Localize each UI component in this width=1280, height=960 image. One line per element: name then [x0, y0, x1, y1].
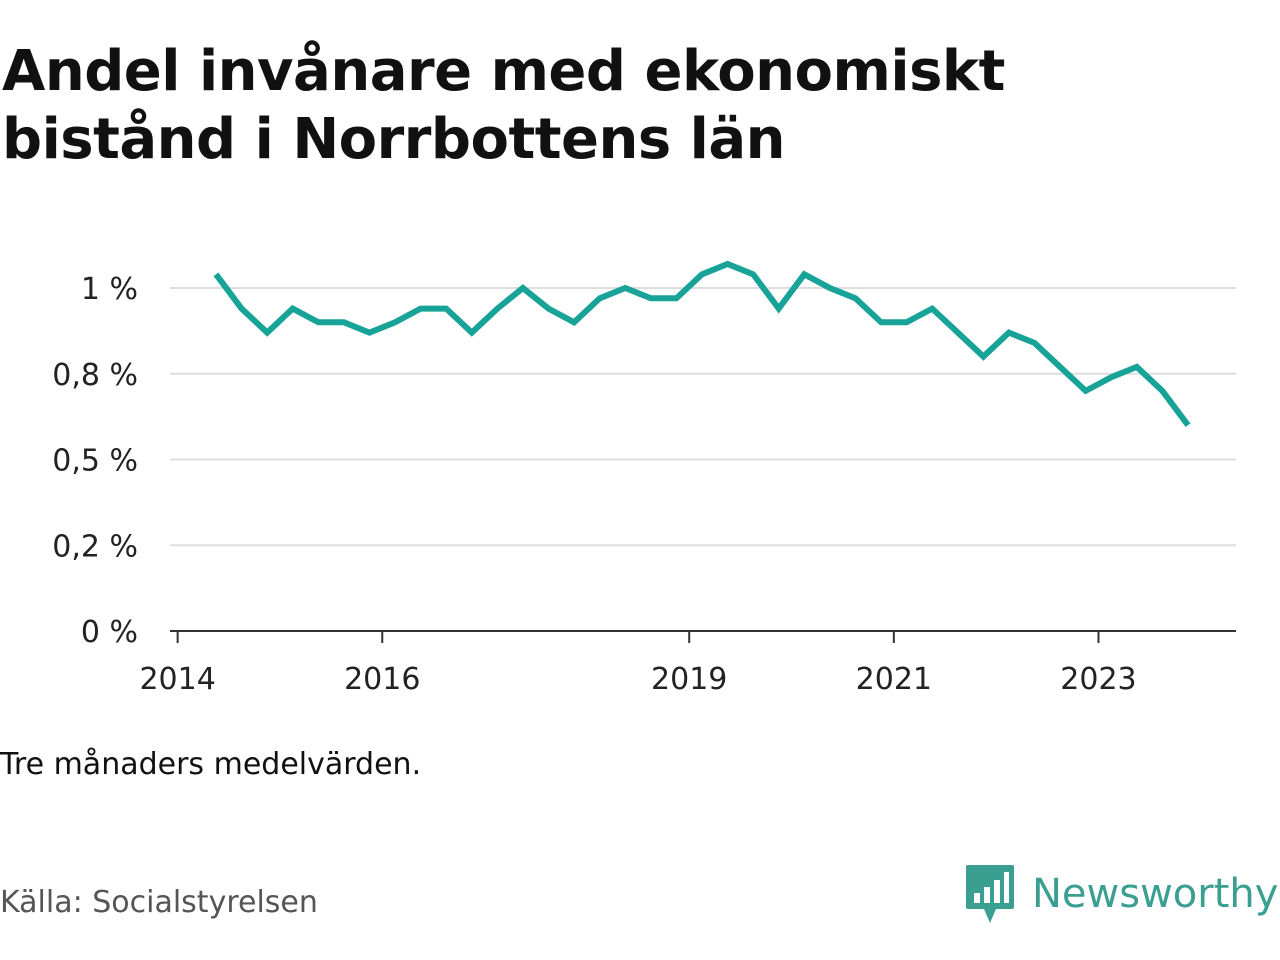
y-tick-label: 0 %: [81, 615, 138, 650]
x-tick-label: 2021: [856, 662, 932, 697]
y-tick-label: 0,8 %: [52, 358, 138, 393]
x-axis: [170, 630, 1236, 643]
x-tick-label: 2023: [1060, 662, 1136, 697]
y-tick-label: 0,5 %: [52, 444, 138, 479]
x-tick-label: 2016: [344, 662, 420, 697]
y-tick-label: 1 %: [81, 272, 138, 307]
x-axis-labels: 2014 2016 2019 2021 2023: [139, 662, 1136, 697]
series-layer: [213, 260, 1191, 427]
bar-chart-badge-icon: [966, 865, 1014, 923]
series-line: [213, 260, 1191, 427]
chart-note: Tre månaders medelvärden.: [0, 747, 422, 782]
brand-name: Newsworthy: [1032, 871, 1279, 917]
y-axis-labels: 0 % 0,2 % 0,5 % 0,8 % 1 %: [52, 272, 138, 650]
x-tick-label: 2014: [139, 662, 215, 697]
grid-lines: [170, 287, 1236, 547]
brand-logo: Newsworthy: [964, 862, 1278, 926]
y-tick-label: 0,2 %: [52, 529, 138, 564]
x-tick-label: 2019: [651, 662, 727, 697]
source-credit: Källa: Socialstyrelsen: [0, 885, 318, 920]
chart-title: Andel invånare med ekonomiskt bistånd i …: [2, 39, 1005, 172]
